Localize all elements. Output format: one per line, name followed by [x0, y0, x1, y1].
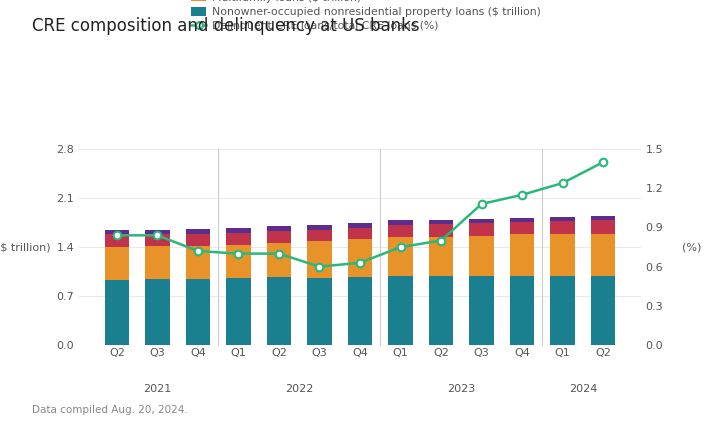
Bar [104, 230, 129, 234]
Bar [226, 278, 251, 345]
Text: 2022: 2022 [285, 384, 313, 394]
Bar [469, 223, 494, 236]
Legend: CRE loans secured by collateral other than real estate ($ trillion), C&D loans (: CRE loans secured by collateral other th… [192, 0, 563, 31]
Bar [145, 279, 169, 345]
Bar [104, 247, 129, 280]
Bar [591, 276, 616, 345]
Bar [429, 236, 453, 276]
Bar [307, 230, 332, 241]
Bar [348, 223, 372, 228]
Bar [145, 246, 169, 279]
Bar [591, 234, 616, 276]
Bar [267, 231, 291, 243]
Bar [267, 277, 291, 345]
Bar [551, 276, 575, 345]
Text: 2024: 2024 [569, 384, 597, 394]
Bar [469, 236, 494, 276]
Bar [388, 221, 413, 225]
Bar [226, 245, 251, 278]
Bar [145, 230, 169, 234]
Text: 2023: 2023 [447, 384, 475, 394]
Bar [551, 221, 575, 234]
Bar [591, 220, 616, 234]
Bar [348, 228, 372, 239]
Bar [510, 222, 534, 234]
Text: Data compiled Aug. 20, 2024.: Data compiled Aug. 20, 2024. [32, 406, 188, 415]
Text: (%): (%) [682, 242, 701, 252]
Bar [551, 234, 575, 276]
Bar [104, 234, 129, 247]
Bar [186, 234, 210, 246]
Bar [591, 216, 616, 220]
Bar [348, 239, 372, 277]
Bar [267, 243, 291, 277]
Bar [510, 276, 534, 345]
Bar [510, 218, 534, 222]
Bar [267, 226, 291, 231]
Text: ($ trillion): ($ trillion) [0, 242, 50, 252]
Bar [104, 280, 129, 345]
Bar [469, 276, 494, 345]
Bar [307, 241, 332, 278]
Bar [307, 278, 332, 345]
Bar [186, 279, 210, 345]
Bar [429, 276, 453, 345]
Bar [388, 225, 413, 236]
Bar [429, 224, 453, 236]
Bar [307, 225, 332, 230]
Bar [469, 219, 494, 223]
Bar [348, 277, 372, 345]
Bar [510, 234, 534, 276]
Bar [226, 228, 251, 233]
Bar [388, 236, 413, 276]
Text: CRE composition and delinquency at US banks: CRE composition and delinquency at US ba… [32, 17, 420, 35]
Bar [186, 246, 210, 279]
Text: 2021: 2021 [143, 384, 171, 394]
Bar [145, 234, 169, 246]
Bar [551, 217, 575, 221]
Bar [186, 229, 210, 234]
Bar [226, 233, 251, 245]
Bar [429, 220, 453, 224]
Bar [388, 276, 413, 345]
